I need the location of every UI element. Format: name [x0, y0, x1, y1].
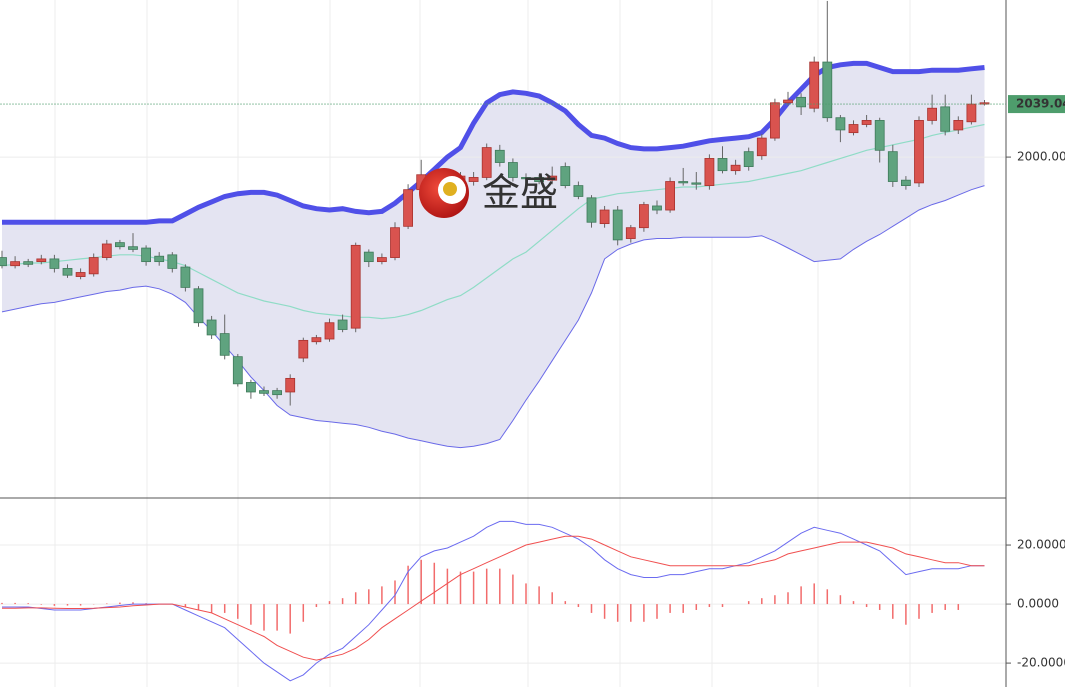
- watermark-text: 金盛: [482, 171, 558, 215]
- candle-body: [311, 337, 322, 343]
- candle-body: [232, 356, 243, 385]
- y-tick-label: 20.0000: [1017, 538, 1065, 552]
- candle-body: [953, 120, 964, 131]
- candle-body: [704, 158, 715, 186]
- candle-body: [49, 258, 60, 269]
- candle-body: [927, 107, 937, 121]
- candle-body: [612, 209, 623, 241]
- candle-body: [521, 177, 531, 180]
- y-tick-label: 2000.00: [1017, 150, 1065, 164]
- candle-body: [507, 162, 518, 178]
- candle-body: [887, 151, 898, 182]
- candle-body: [547, 175, 558, 181]
- band-fill: [2, 63, 985, 448]
- candle-body: [966, 103, 977, 123]
- candle-body: [259, 390, 269, 394]
- candle-body: [36, 258, 47, 263]
- band-line: [1, 185, 985, 449]
- candle-body: [770, 102, 780, 139]
- candle-body: [940, 106, 951, 132]
- candle-body: [835, 117, 846, 131]
- price-label: 2039.04: [1016, 97, 1065, 111]
- candle-body: [298, 339, 309, 359]
- candle-body: [88, 257, 99, 275]
- band-line: [1, 123, 985, 320]
- candle-body: [141, 247, 152, 263]
- candle-body: [23, 261, 34, 265]
- candle-body: [783, 99, 793, 104]
- candle-body: [809, 61, 820, 109]
- candle-body: [390, 227, 400, 258]
- candle-body: [350, 244, 361, 329]
- candle-body: [743, 151, 754, 167]
- y-tick-label: 0.0000: [1017, 597, 1059, 611]
- candle-body: [901, 179, 911, 186]
- candle-body: [652, 205, 662, 211]
- candle-body: [534, 177, 544, 182]
- candle-body: [481, 147, 492, 178]
- candle-body: [625, 227, 636, 239]
- y-tick-label: -20.0000: [1017, 656, 1065, 670]
- candle-body: [494, 149, 505, 163]
- candle-body: [914, 120, 924, 184]
- candle-body: [468, 177, 479, 182]
- candle-body: [599, 209, 610, 225]
- candle-body: [285, 377, 296, 393]
- candle-body: [337, 319, 348, 330]
- candle-body: [101, 243, 112, 258]
- candle-body: [874, 120, 885, 151]
- candle-body: [180, 266, 191, 288]
- macd-line: [2, 535, 985, 661]
- candle-body: [245, 382, 256, 393]
- candle-body: [75, 272, 86, 277]
- price-label-box: [1008, 95, 1065, 114]
- candle-body: [756, 137, 767, 157]
- logo: [443, 182, 457, 196]
- candle-body: [730, 164, 741, 172]
- candle-body: [586, 197, 597, 223]
- candle-body: [861, 120, 872, 125]
- candle-body: [154, 255, 165, 263]
- candle-body: [639, 204, 649, 229]
- candle-body: [0, 257, 7, 267]
- candle-body: [62, 268, 73, 276]
- candle-body: [128, 246, 138, 250]
- candle-body: [376, 257, 387, 263]
- band-line: [2, 60, 985, 225]
- candle-body: [560, 166, 571, 186]
- candle-body: [665, 181, 675, 211]
- candle-body: [193, 288, 204, 324]
- watermark: 金盛: [419, 168, 558, 218]
- candle-body: [10, 261, 21, 267]
- candle-body: [678, 181, 689, 184]
- candle-body: [717, 158, 728, 172]
- candle-body: [363, 251, 374, 263]
- candle-body: [115, 242, 125, 248]
- candle-body: [219, 333, 230, 356]
- candle-body: [848, 124, 859, 134]
- candle-body: [324, 322, 335, 340]
- candle-body: [822, 61, 833, 119]
- candle-body: [272, 390, 283, 396]
- plot-layer: [0, 0, 1006, 682]
- candle-body: [573, 185, 584, 197]
- candle-body: [167, 254, 178, 269]
- candle-body: [403, 189, 414, 227]
- candle-body: [206, 319, 217, 336]
- candle-body: [691, 182, 702, 185]
- candle-body: [796, 96, 806, 108]
